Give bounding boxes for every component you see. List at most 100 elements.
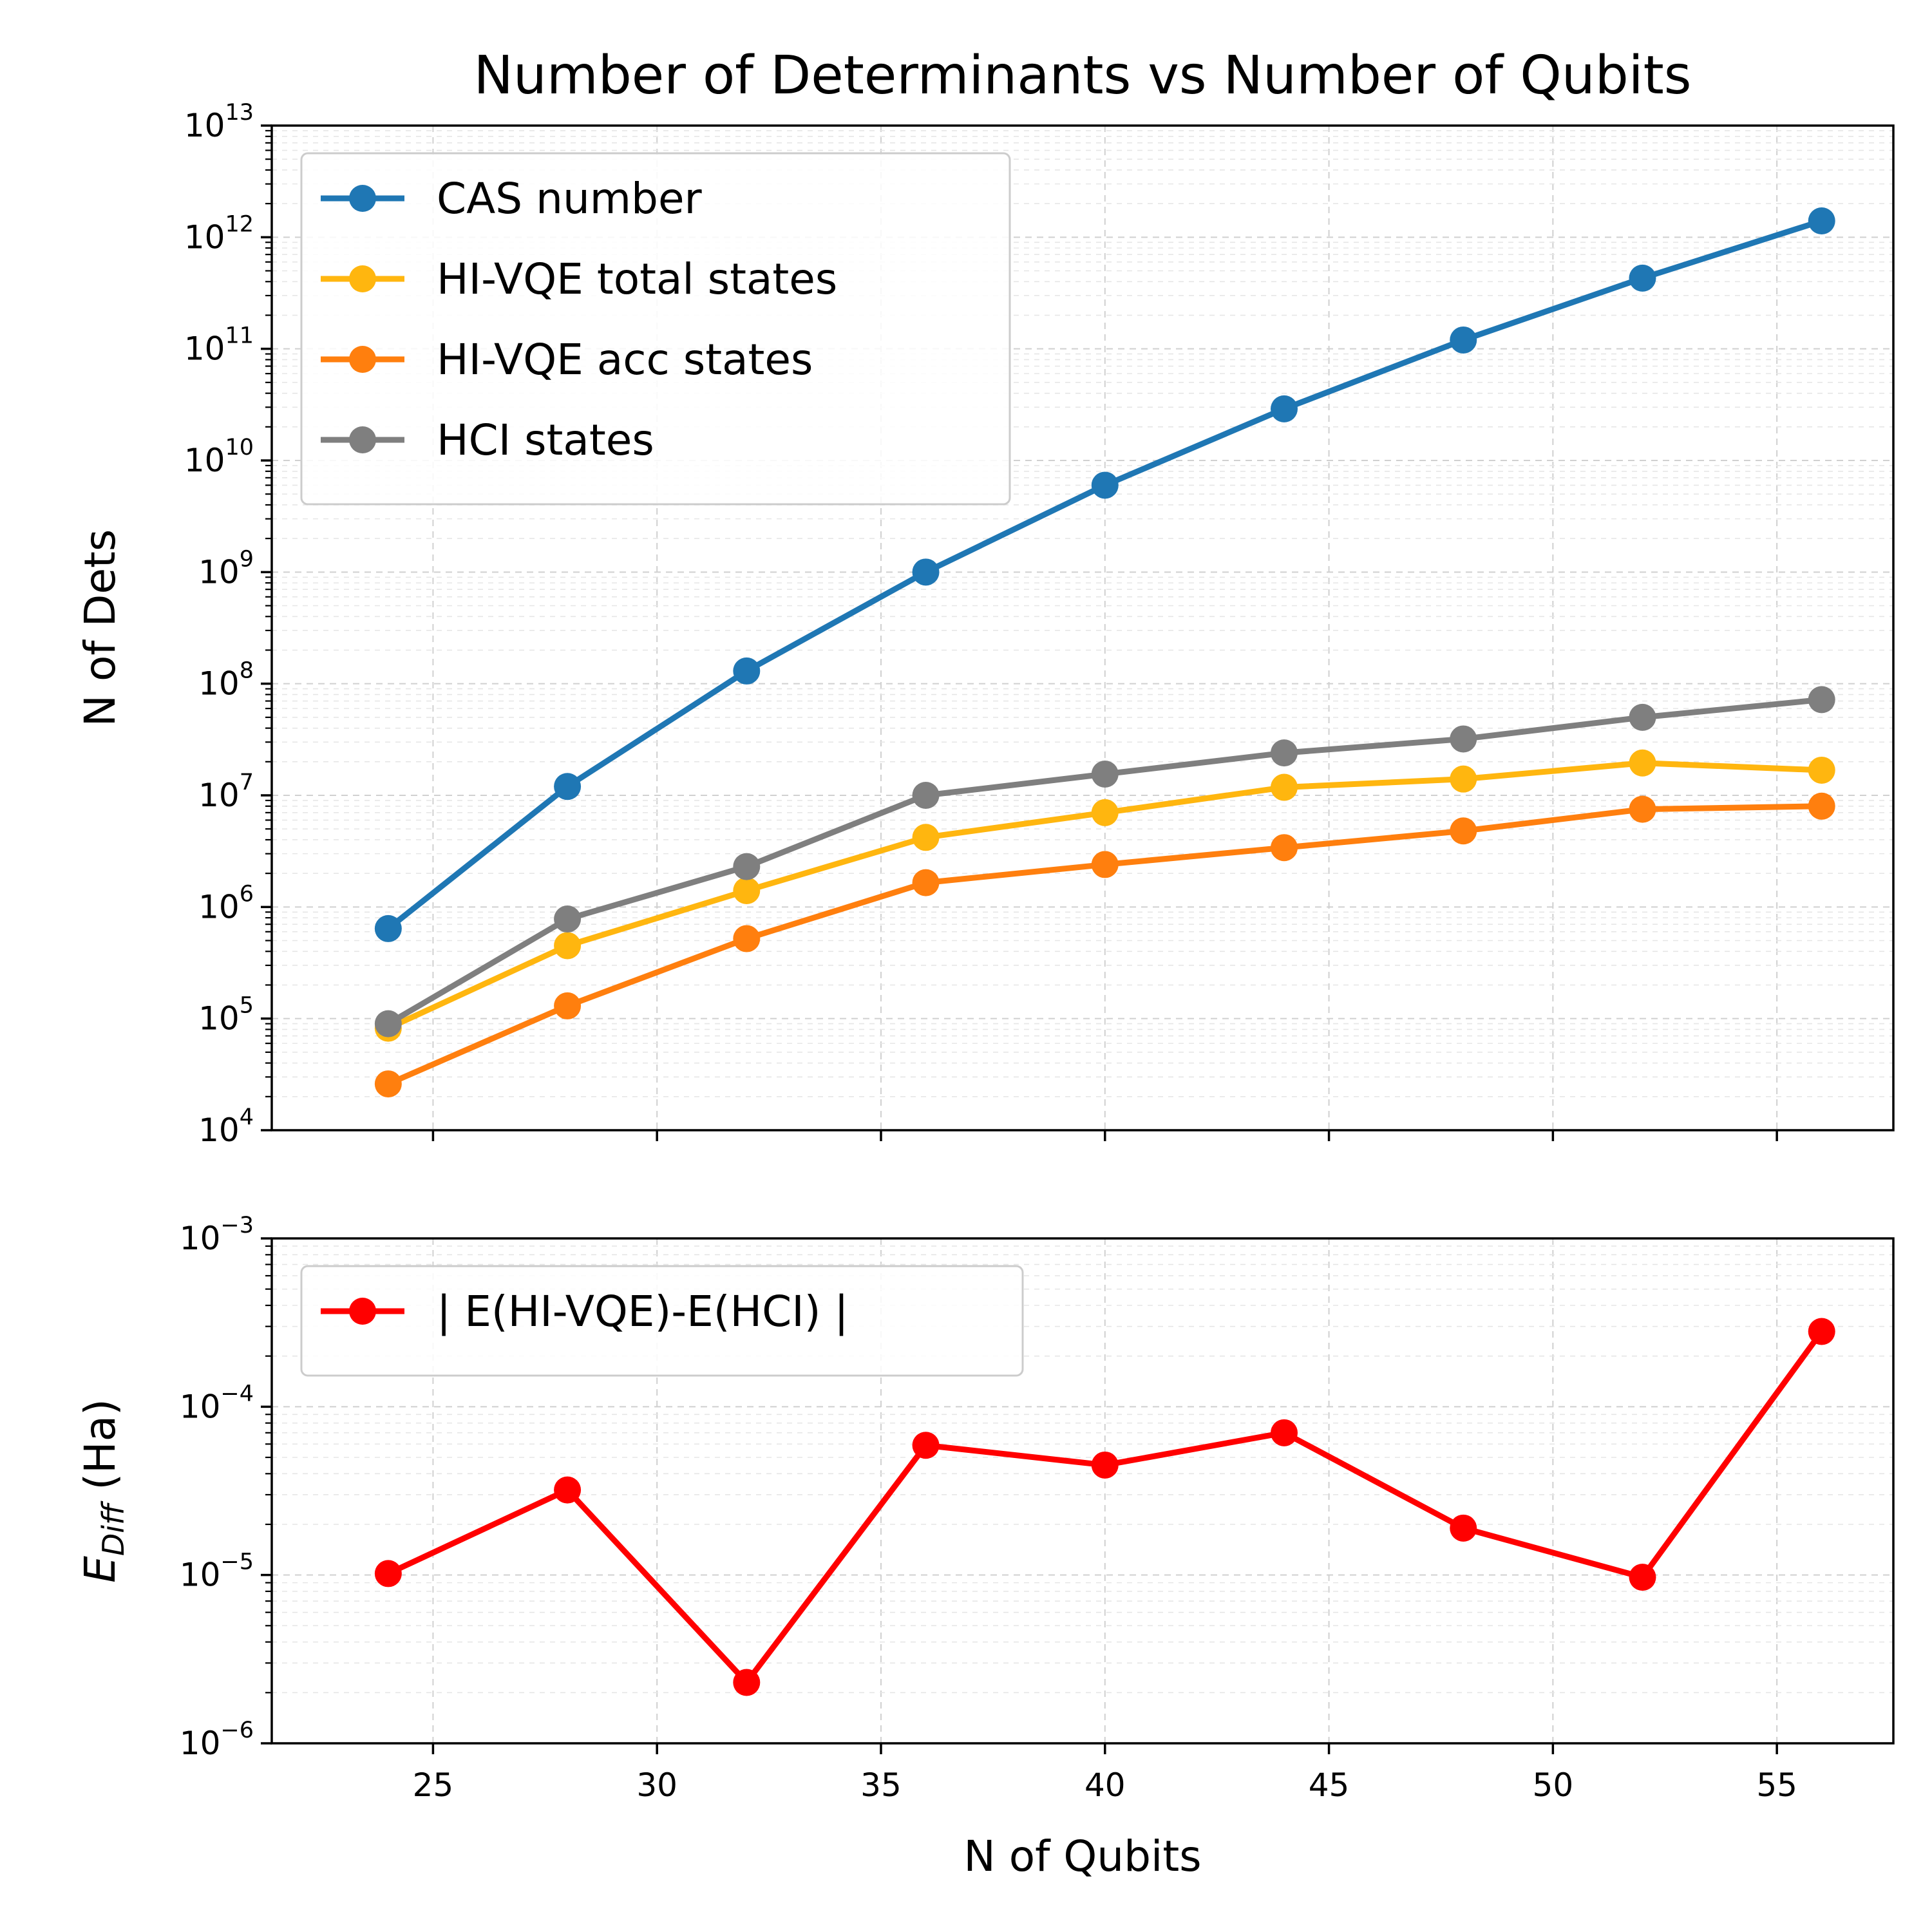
y-tick-label: 105: [198, 993, 254, 1037]
data-point: [1091, 471, 1119, 499]
data-point: [1271, 773, 1298, 801]
data-point: [912, 824, 940, 851]
y-tick-base: 10: [180, 1220, 221, 1257]
data-point: [554, 932, 582, 960]
y-tick-base: 10: [198, 777, 240, 814]
x-tick-label: 35: [860, 1766, 902, 1804]
y-tick-base: 10: [198, 665, 240, 703]
y-tick-exponent: 11: [225, 323, 254, 349]
legend-label: HCI states: [437, 415, 654, 465]
data-point: [733, 877, 761, 905]
bottom-y-label-main: E: [75, 1556, 125, 1583]
y-tick-label: 109: [198, 546, 254, 591]
legend-label: HI-VQE acc states: [437, 335, 813, 384]
x-tick-label: 50: [1533, 1766, 1574, 1804]
data-point: [1629, 264, 1656, 292]
top-plot-frame: [270, 124, 1895, 1132]
data-point: [1629, 703, 1656, 731]
legend-marker: [349, 265, 376, 292]
data-point: [554, 905, 582, 933]
data-point: [1091, 851, 1119, 878]
y-tick-exponent: −6: [220, 1718, 254, 1743]
legend-marker: [349, 1298, 376, 1325]
bottom-plot-frame: [270, 1237, 1895, 1745]
x-tick-label: 30: [636, 1766, 677, 1804]
y-tick-base: 10: [184, 442, 225, 479]
legend-label: | E(HI-VQE)-E(HCI) |: [437, 1287, 849, 1336]
y-tick-label: 1013: [184, 100, 254, 144]
data-point: [554, 992, 582, 1019]
data-point: [912, 869, 940, 896]
y-tick-base: 10: [184, 330, 225, 368]
bottom-y-axis-label: EDiff (Ha): [75, 1399, 131, 1583]
legend-marker: [349, 185, 376, 212]
data-point: [1808, 686, 1835, 714]
y-tick-base: 10: [184, 107, 225, 144]
data-point: [733, 1669, 761, 1696]
legend-label: HI-VQE total states: [437, 254, 837, 304]
x-axis-label: N of Qubits: [963, 1832, 1201, 1881]
y-tick-exponent: 13: [225, 100, 254, 126]
data-point: [1091, 761, 1119, 788]
y-tick-exponent: 5: [240, 993, 254, 1019]
y-tick-exponent: 8: [240, 658, 254, 684]
chart-title: Number of Determinants vs Number of Qubi…: [474, 45, 1692, 106]
y-tick-label: 107: [198, 770, 254, 814]
data-point: [912, 1432, 940, 1459]
y-tick-exponent: −4: [220, 1381, 254, 1406]
legend-label: CAS number: [437, 174, 703, 223]
y-tick-exponent: 6: [240, 881, 254, 907]
data-point: [1450, 725, 1477, 753]
data-point: [1629, 1564, 1656, 1591]
x-tick-label: 40: [1084, 1766, 1126, 1804]
data-point: [1629, 795, 1656, 823]
y-tick-exponent: 10: [225, 435, 254, 460]
top-series: [374, 207, 1835, 1098]
data-point: [1808, 1318, 1835, 1345]
data-point: [554, 773, 582, 800]
bottom-series: [374, 1318, 1835, 1696]
data-point: [733, 925, 761, 952]
data-point: [733, 657, 761, 685]
legend-box: [300, 152, 1011, 506]
data-point: [733, 853, 761, 880]
data-point: [1271, 834, 1298, 862]
y-tick-base: 10: [180, 1388, 221, 1425]
legend-marker: [349, 426, 376, 453]
y-tick-base: 10: [198, 553, 240, 591]
y-tick-label: 10−4: [180, 1381, 254, 1425]
data-point: [1808, 207, 1835, 235]
y-tick-label: 10−3: [180, 1213, 254, 1257]
bottom-y-label-sub: Diff: [96, 1501, 131, 1556]
data-point: [1808, 756, 1835, 784]
data-point: [1808, 792, 1835, 820]
y-tick-label: 106: [198, 881, 254, 925]
y-tick-base: 10: [198, 888, 240, 925]
data-point: [374, 914, 402, 942]
legend-marker: [349, 346, 376, 373]
y-tick-label: 1012: [184, 211, 254, 256]
y-tick-label: 104: [198, 1104, 254, 1149]
y-tick-label: 1011: [184, 323, 254, 368]
data-point: [554, 1476, 582, 1504]
x-tick-label: 25: [413, 1766, 454, 1804]
y-tick-label: 108: [198, 658, 254, 703]
y-tick-exponent: 7: [240, 770, 254, 795]
data-point: [1271, 739, 1298, 767]
data-point: [1450, 817, 1477, 845]
data-point: [912, 782, 940, 809]
data-point: [1091, 799, 1119, 826]
y-tick-exponent: 9: [240, 546, 254, 572]
data-point: [1091, 1451, 1119, 1479]
y-tick-exponent: 12: [225, 211, 254, 237]
y-tick-label: 10−6: [180, 1718, 254, 1762]
data-point: [1450, 765, 1477, 793]
x-tick-label: 55: [1756, 1766, 1797, 1804]
data-point: [1450, 326, 1477, 354]
y-tick-base: 10: [180, 1557, 221, 1594]
data-point: [912, 558, 940, 586]
